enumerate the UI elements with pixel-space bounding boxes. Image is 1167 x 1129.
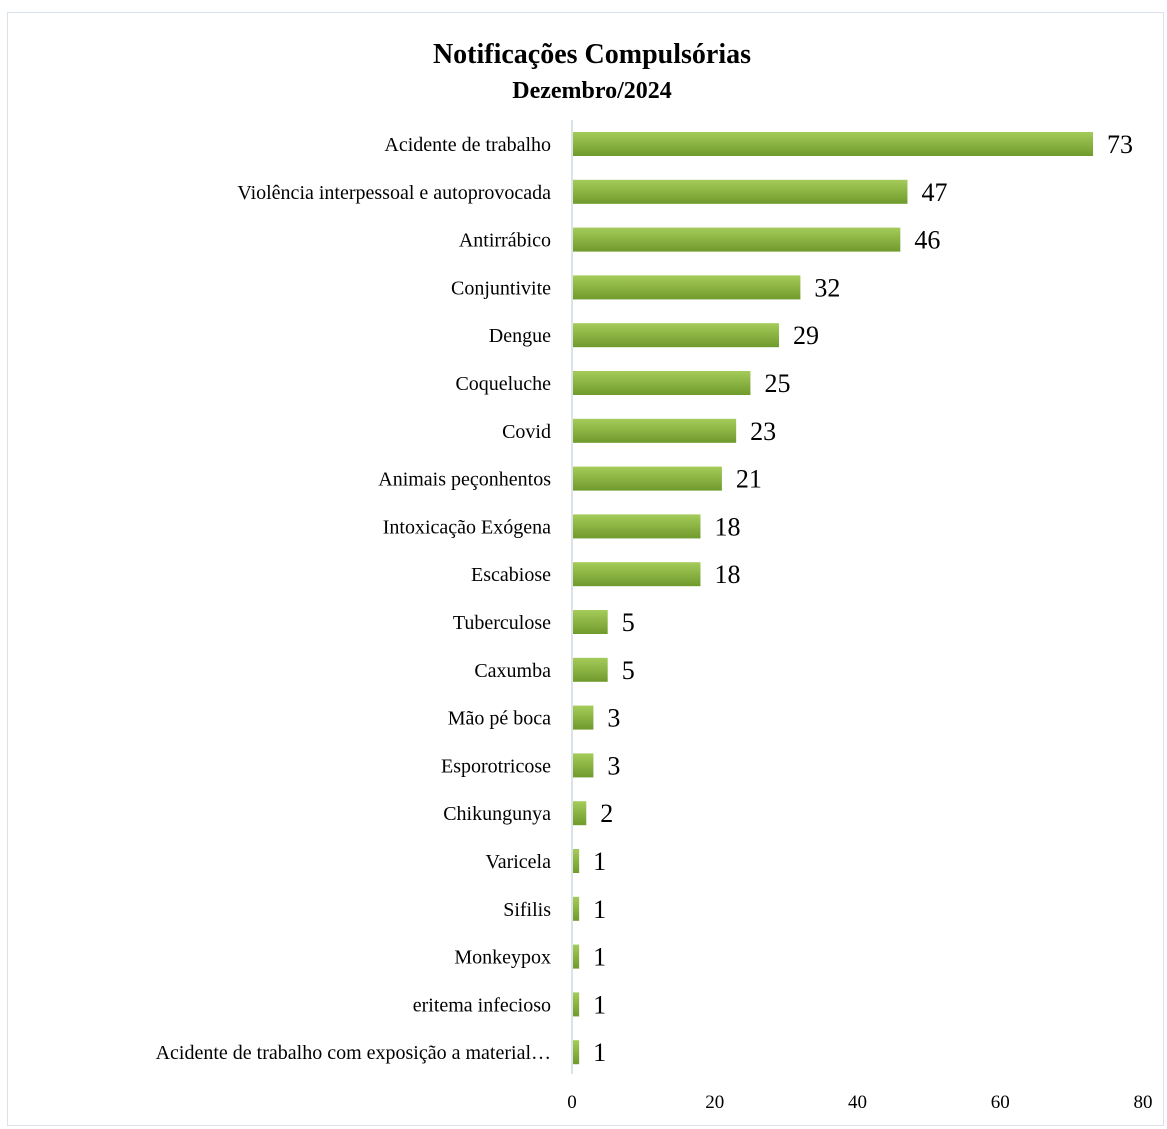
category-label: Acidente de trabalho: [384, 134, 551, 156]
category-label: Intoxicação Exógena: [383, 516, 551, 538]
data-label: 32: [814, 273, 840, 302]
category-label: Mão pé boca: [448, 708, 551, 730]
bar: [573, 466, 722, 491]
bar: [573, 179, 908, 204]
category-label: Esporotricose: [441, 755, 551, 777]
category-label: Covid: [502, 421, 551, 443]
category-labels: Acidente de trabalho Violência interpesso…: [156, 134, 552, 1064]
category-label: Conjuntivite: [451, 277, 551, 299]
bar: [573, 610, 608, 634]
data-label: 29: [793, 321, 819, 350]
x-tick-label: 0: [567, 1092, 577, 1113]
data-label: 5: [622, 608, 635, 637]
data-label: 18: [714, 512, 740, 541]
x-tick-label: 80: [1134, 1092, 1153, 1113]
x-axis-ticks: 0 20 40 60 80: [567, 1092, 1152, 1113]
bar: [573, 562, 701, 587]
x-tick-label: 20: [705, 1092, 724, 1113]
category-label: Dengue: [489, 325, 551, 347]
data-label: 25: [764, 369, 790, 398]
bar: [573, 1040, 580, 1065]
bar: [573, 371, 751, 395]
category-label: Antirrábico: [459, 230, 551, 252]
bar: [573, 944, 580, 969]
category-label: Sifilis: [503, 899, 551, 921]
category-label: Animais peçonhentos: [378, 469, 551, 491]
data-label: 5: [622, 656, 635, 685]
data-label: 46: [914, 226, 940, 255]
data-label: 47: [921, 178, 947, 207]
bar: [573, 275, 801, 300]
category-label: Escabiose: [471, 564, 551, 586]
bars-group: [573, 132, 1094, 1065]
category-label: Acidente de trabalho com exposição a mat…: [156, 1042, 551, 1064]
bar: [573, 896, 580, 921]
bar: [573, 227, 901, 252]
x-tick-label: 60: [991, 1092, 1010, 1113]
bar: [573, 992, 580, 1017]
bar: [573, 323, 779, 348]
bar: [573, 132, 1094, 156]
bar: [573, 705, 594, 730]
data-label: 3: [607, 751, 620, 780]
category-label: Varicela: [485, 851, 551, 873]
bar: [573, 418, 737, 443]
bar: [573, 657, 608, 682]
data-label: 23: [750, 417, 776, 446]
data-label: 1: [593, 895, 606, 924]
data-label: 1: [593, 990, 606, 1019]
chart-subtitle: Dezembro/2024: [512, 78, 672, 104]
data-label: 73: [1107, 130, 1133, 159]
category-label: eritema infecioso: [413, 994, 551, 1016]
category-label: Monkeypox: [454, 947, 551, 969]
data-label: 1: [593, 1038, 606, 1067]
category-label: Tuberculose: [453, 612, 551, 634]
data-label: 3: [607, 704, 620, 733]
x-tick-label: 40: [848, 1092, 867, 1113]
category-label: Chikungunya: [443, 803, 551, 825]
bar: [573, 801, 587, 826]
category-label: Violência interpessoal e autoprovocada: [237, 182, 551, 204]
data-label: 1: [593, 847, 606, 876]
data-label: 2: [600, 799, 613, 828]
bar: [573, 514, 701, 539]
bar: [573, 753, 594, 778]
data-label: 21: [736, 465, 762, 494]
category-label: Caxumba: [474, 660, 551, 682]
chart-title: Notificações Compulsórias: [433, 39, 751, 70]
bar: [573, 849, 580, 873]
category-label: Coqueluche: [455, 373, 551, 395]
data-label: 18: [714, 560, 740, 589]
data-label: 1: [593, 943, 606, 972]
